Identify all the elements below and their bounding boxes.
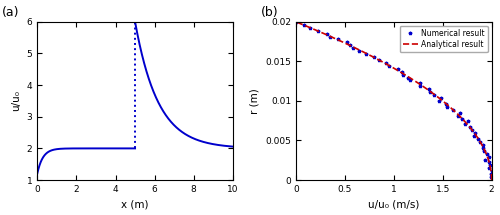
- Numerical result: [300, 23, 306, 26]
- Analytical result: [488, 179, 494, 181]
- X-axis label: x (m): x (m): [122, 200, 149, 209]
- Numerical result: [481, 149, 487, 152]
- Numerical result: [492, 179, 498, 181]
- Line: Analytical result: Analytical result: [296, 22, 492, 180]
- Y-axis label: u/u₀: u/u₀: [11, 91, 21, 111]
- Legend: Numerical result, Analytical result: Numerical result, Analytical result: [400, 26, 488, 52]
- Analytical result: [293, 21, 299, 23]
- Line: Numerical result: Numerical result: [294, 20, 496, 182]
- X-axis label: u/u₀ (m/s): u/u₀ (m/s): [368, 200, 420, 209]
- Numerical result: [486, 161, 492, 164]
- Analytical result: [420, 85, 426, 88]
- Analytical result: [350, 45, 356, 48]
- Analytical result: [488, 178, 494, 181]
- Y-axis label: r (m): r (m): [250, 88, 260, 114]
- Text: (a): (a): [2, 6, 20, 19]
- Numerical result: [464, 120, 470, 123]
- Numerical result: [477, 141, 483, 143]
- Numerical result: [293, 21, 299, 23]
- Analytical result: [420, 84, 426, 87]
- Analytical result: [328, 35, 334, 38]
- Analytical result: [416, 82, 422, 84]
- Text: (b): (b): [261, 6, 278, 19]
- Numerical result: [334, 38, 340, 41]
